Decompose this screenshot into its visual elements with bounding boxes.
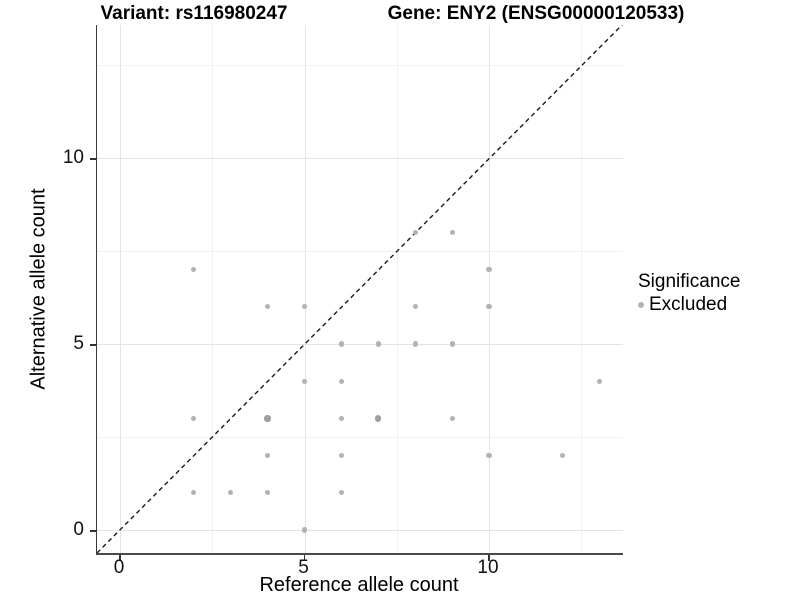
- data-point: [338, 378, 344, 384]
- data-point: [412, 341, 418, 347]
- data-point: [265, 490, 271, 496]
- data-point: [486, 453, 492, 459]
- gridline-y-major: [97, 530, 623, 531]
- data-point: [265, 304, 271, 310]
- gridline-y-major: [97, 158, 623, 159]
- x-axis-title: Reference allele count: [259, 574, 459, 596]
- excluded-point-icon: [638, 302, 644, 308]
- data-point: [412, 304, 418, 310]
- x-tick-label: 0: [113, 557, 125, 578]
- data-point: [486, 267, 492, 273]
- x-axis-tick: [488, 555, 490, 561]
- legend-title: Significance: [638, 271, 741, 292]
- y-tick-label: 10: [62, 147, 84, 168]
- data-point: [338, 453, 344, 459]
- data-point: [375, 341, 381, 347]
- data-point: [375, 415, 382, 422]
- gridline-x-minor: [396, 25, 398, 553]
- data-point: [301, 304, 308, 310]
- legend-item-label: Excluded: [649, 294, 728, 315]
- y-axis-title: Alternative allele count: [27, 188, 50, 390]
- data-point: [265, 453, 271, 459]
- gridline-y-minor: [97, 437, 623, 438]
- gridline-x-minor: [212, 25, 214, 553]
- data-point: [486, 304, 492, 310]
- data-point: [191, 267, 197, 273]
- x-tick-label: 10: [477, 557, 499, 578]
- legend: Significance Excluded: [638, 271, 740, 315]
- gene-title: Gene: ENY2 (ENSG00000120533): [387, 3, 685, 24]
- gridline-y-minor: [97, 251, 623, 252]
- gridline-x-major: [304, 25, 306, 553]
- data-point: [264, 415, 271, 422]
- x-axis-tick: [119, 555, 121, 561]
- gridline-x-minor: [581, 25, 583, 553]
- data-point: [301, 378, 308, 384]
- variant-title: Variant: rs116980247: [100, 3, 288, 24]
- data-point: [228, 490, 234, 496]
- data-point: [597, 378, 603, 384]
- x-tick-label: 5: [298, 557, 309, 578]
- data-point: [449, 415, 455, 421]
- data-point: [560, 453, 566, 459]
- data-point: [449, 229, 455, 235]
- data-point: [412, 229, 418, 235]
- data-point: [191, 415, 197, 421]
- data-point: [449, 341, 455, 347]
- data-point: [301, 527, 308, 533]
- y-axis-tick: [90, 158, 96, 160]
- plot-panel: [96, 25, 623, 555]
- data-point: [338, 415, 344, 421]
- data-point: [338, 490, 344, 496]
- gridline-y-minor: [97, 65, 623, 66]
- gridline-x-major: [489, 25, 490, 553]
- identity-line: [97, 25, 623, 553]
- gridline-x-major: [120, 25, 121, 553]
- legend-item-excluded: Excluded: [638, 295, 740, 315]
- data-point: [338, 341, 344, 347]
- gridline-y-major: [97, 344, 623, 345]
- y-axis-tick: [90, 344, 96, 346]
- y-tick-label: 0: [73, 519, 84, 540]
- y-tick-label: 5: [73, 333, 84, 354]
- x-axis-tick: [303, 555, 305, 561]
- data-point: [191, 490, 197, 496]
- y-axis-tick: [90, 530, 96, 532]
